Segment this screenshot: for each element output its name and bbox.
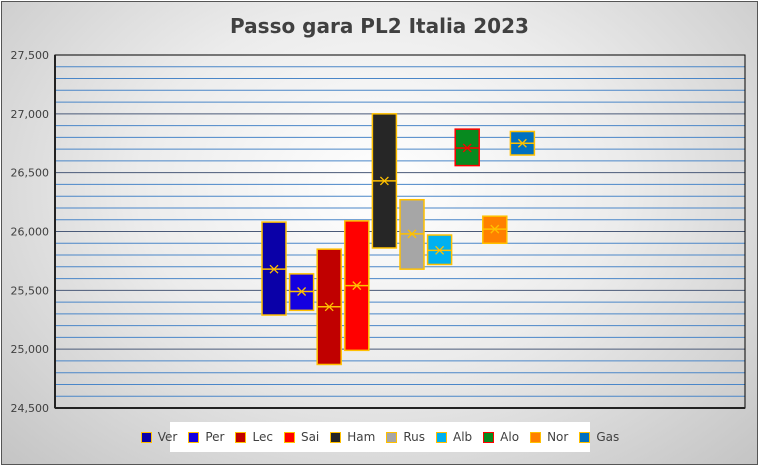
legend-swatch bbox=[140, 431, 152, 443]
y-tick-label: 25,000 bbox=[11, 343, 50, 356]
legend-swatch bbox=[283, 431, 295, 443]
legend-label: Ver bbox=[157, 430, 178, 444]
legend-swatch bbox=[235, 431, 247, 443]
legend-item: Rus bbox=[386, 430, 425, 444]
legend-label: Per bbox=[205, 430, 225, 444]
legend-item: Ham bbox=[330, 430, 375, 444]
legend-label: Rus bbox=[403, 430, 425, 444]
mean-marker bbox=[379, 176, 389, 186]
legend-swatch bbox=[386, 431, 398, 443]
legend-item: Ver bbox=[140, 430, 178, 444]
legend-item: Nor bbox=[530, 430, 568, 444]
y-tick-label: 26,000 bbox=[11, 226, 50, 239]
mean-marker bbox=[297, 287, 307, 296]
legend-item: Alb bbox=[436, 430, 472, 444]
y-tick-label: 27,000 bbox=[11, 108, 50, 121]
legend-swatch bbox=[330, 431, 342, 443]
legend-swatch bbox=[579, 431, 591, 443]
legend: Ver Per Lec Sai Ham Rus Alb Alo Nor Gas bbox=[140, 422, 619, 452]
legend-swatch bbox=[188, 431, 200, 443]
legend-item: Gas bbox=[579, 430, 619, 444]
legend-item: Per bbox=[188, 430, 224, 444]
mean-marker bbox=[462, 143, 472, 153]
legend-label: Alb bbox=[453, 430, 473, 444]
y-tick-label: 24,500 bbox=[11, 402, 50, 415]
mean-marker bbox=[269, 264, 279, 274]
y-tick-label: 26,500 bbox=[11, 167, 50, 180]
legend-label: Lec bbox=[252, 430, 273, 444]
mean-marker bbox=[490, 224, 500, 234]
legend-item: Alo bbox=[483, 430, 519, 444]
y-tick-label: 25,500 bbox=[11, 284, 50, 297]
legend-label: Nor bbox=[547, 430, 569, 444]
mean-marker bbox=[517, 138, 527, 148]
legend-item: Sai bbox=[283, 430, 320, 444]
legend-label: Sai bbox=[300, 430, 320, 444]
legend-label: Ham bbox=[347, 430, 376, 444]
legend-swatch bbox=[483, 431, 495, 443]
legend-label: Alo bbox=[500, 430, 520, 444]
legend-swatch bbox=[530, 431, 542, 443]
mean-marker bbox=[435, 245, 445, 255]
mean-marker bbox=[407, 229, 417, 239]
y-tick-label: 27,500 bbox=[11, 49, 50, 62]
legend-item: Lec bbox=[235, 430, 273, 444]
chart-title: Passo gara PL2 Italia 2023 bbox=[230, 14, 529, 38]
mean-marker bbox=[352, 281, 362, 291]
legend-swatch bbox=[436, 431, 447, 443]
mean-marker bbox=[324, 302, 334, 312]
legend-label: Gas bbox=[596, 430, 620, 444]
